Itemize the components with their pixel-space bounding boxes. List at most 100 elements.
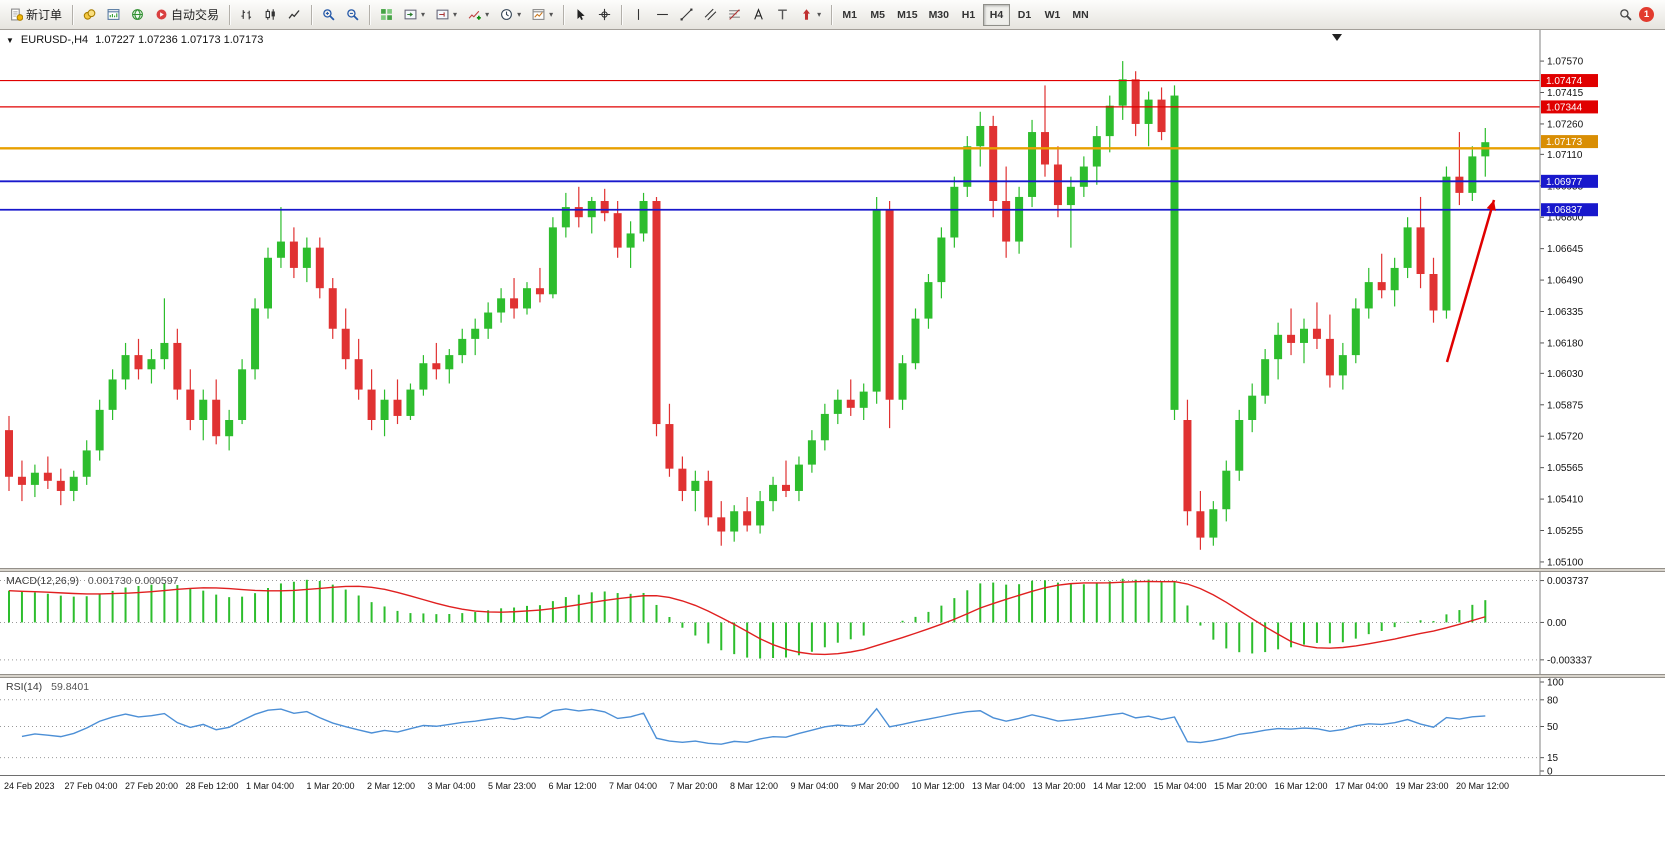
tile-windows-button[interactable]	[375, 3, 398, 27]
timeframe-group: M1 M5 M15 M30 H1 H4 D1 W1 MN	[836, 3, 1094, 26]
search-button[interactable]	[1614, 3, 1637, 27]
periods-button[interactable]: ▾	[495, 3, 526, 27]
trendline-icon	[680, 8, 693, 21]
svg-text:1.06335: 1.06335	[1547, 307, 1584, 318]
timeframe-m30-button[interactable]: M30	[924, 4, 954, 26]
svg-text:1.07173: 1.07173	[1546, 137, 1583, 148]
chart-ohlc-values: 1.07227 1.07236 1.07173 1.07173	[95, 34, 264, 46]
search-icon	[1619, 8, 1632, 21]
timeframe-d1-button[interactable]: D1	[1011, 4, 1038, 26]
globe-icon	[131, 8, 144, 21]
time-label: 5 Mar 23:00	[488, 781, 537, 791]
text-button[interactable]	[747, 3, 770, 27]
svg-text:1.05100: 1.05100	[1547, 557, 1584, 568]
svg-text:1.05255: 1.05255	[1547, 526, 1584, 537]
indicators-button[interactable]: ▾	[463, 3, 494, 27]
dropdown-caret-icon[interactable]: ▾	[517, 10, 522, 19]
rsi-panel[interactable]: 100 80 50 15 0 RSI(14) 59.8401	[0, 678, 1665, 775]
panel-divider[interactable]	[0, 674, 1665, 678]
candles-icon	[264, 8, 277, 21]
panel-divider[interactable]	[0, 568, 1665, 572]
macd-panel[interactable]: 0.003737 0.00 -0.003337 MACD(12,26,9) 0.00…	[0, 572, 1665, 674]
svg-text:1.06030: 1.06030	[1547, 369, 1584, 380]
dropdown-caret-icon[interactable]: ▾	[485, 10, 490, 19]
dropdown-caret-icon[interactable]: ▾	[421, 10, 426, 19]
notification-badge[interactable]: 1	[1639, 7, 1654, 22]
toolbar-separator	[229, 4, 231, 25]
svg-text:1.06490: 1.06490	[1547, 276, 1584, 287]
equidistant-channel-button[interactable]	[699, 3, 722, 27]
timeframe-h4-button[interactable]: H4	[983, 3, 1010, 26]
chart-window-icon	[107, 8, 120, 21]
arrows-button[interactable]: ▾	[795, 3, 826, 27]
svg-text:1.05875: 1.05875	[1547, 400, 1584, 411]
candlestick-chart[interactable]: 1.075701.074151.072601.071101.069551.068…	[0, 30, 1665, 568]
channel-icon	[704, 8, 717, 21]
svg-text:1.06800: 1.06800	[1547, 213, 1584, 224]
svg-text:0.003737: 0.003737	[1547, 576, 1589, 587]
trendline-button[interactable]	[675, 3, 698, 27]
time-label: 14 Mar 12:00	[1093, 781, 1147, 791]
time-label: 6 Mar 12:00	[548, 781, 597, 791]
macd-indicator-chart[interactable]: 0.003737 0.00 -0.003337	[0, 572, 1665, 674]
toolbar-separator	[621, 4, 623, 25]
time-label: 3 Mar 04:00	[427, 781, 476, 791]
auto-scroll-button[interactable]: ▾	[399, 3, 430, 27]
indicator-add-icon	[468, 8, 481, 21]
mql-community-button[interactable]	[126, 3, 149, 27]
dropdown-caret-icon[interactable]: ▾	[549, 10, 554, 19]
main-chart-panel[interactable]: 1.075701.074151.072601.071101.069551.068…	[0, 30, 1665, 568]
chart-line-button[interactable]	[283, 3, 306, 27]
market-watch-button[interactable]	[102, 3, 125, 27]
symbols-button[interactable]	[78, 3, 101, 27]
vline-icon	[632, 8, 645, 21]
svg-text:1.07110: 1.07110	[1547, 150, 1583, 161]
autoscroll-icon	[404, 8, 417, 21]
autotrading-button[interactable]: 自动交易	[150, 3, 224, 27]
rsi-label: RSI(14) 59.8401	[6, 681, 89, 693]
fibonacci-retracement-button[interactable]	[723, 3, 746, 27]
new-order-icon	[10, 8, 23, 21]
rsi-indicator-chart[interactable]: 100 80 50 15 0	[0, 678, 1665, 775]
time-label: 2 Mar 12:00	[367, 781, 416, 791]
dropdown-caret-icon[interactable]: ▾	[453, 10, 458, 19]
crosshair-button[interactable]	[593, 3, 616, 27]
templates-button[interactable]: ▾	[527, 3, 558, 27]
zoom-out-icon	[346, 8, 359, 21]
chart-shift-button[interactable]: ▾	[431, 3, 462, 27]
time-axis[interactable]: 24 Feb 2023 27 Feb 04:00 27 Feb 20:00 28 Fe…	[0, 775, 1665, 797]
cursor-button[interactable]	[569, 3, 592, 27]
vertical-line-button[interactable]	[627, 3, 650, 27]
zoom-out-button[interactable]	[341, 3, 364, 27]
time-label: 9 Mar 20:00	[851, 781, 900, 791]
svg-text:0.00: 0.00	[1547, 618, 1567, 629]
time-label: 13 Mar 04:00	[972, 781, 1026, 791]
time-label: 7 Mar 20:00	[669, 781, 718, 791]
svg-text:1.07415: 1.07415	[1547, 88, 1584, 99]
macd-name: MACD(12,26,9)	[6, 575, 79, 587]
chart-symbol-period: EURUSD-,H4	[20, 34, 89, 46]
toolbar-separator	[72, 4, 74, 25]
timeframe-h1-button[interactable]: H1	[955, 4, 982, 26]
timeframe-m15-button[interactable]: M15	[892, 4, 922, 26]
zoom-in-button[interactable]	[317, 3, 340, 27]
time-label: 10 Mar 12:00	[911, 781, 965, 791]
rsi-name: RSI(14)	[6, 681, 43, 693]
time-label: 19 Mar 23:00	[1395, 781, 1449, 791]
one-click-trading-toggle[interactable]: ▼	[6, 35, 14, 45]
text-label-button[interactable]	[771, 3, 794, 27]
chart-bars-button[interactable]	[235, 3, 258, 27]
time-label: 9 Mar 04:00	[790, 781, 839, 791]
timeframe-m5-button[interactable]: M5	[864, 4, 891, 26]
timeframe-w1-button[interactable]: W1	[1039, 4, 1066, 26]
timeframe-mn-button[interactable]: MN	[1067, 4, 1094, 26]
hline-icon	[656, 8, 669, 21]
new-order-button[interactable]: 新订单	[5, 3, 67, 27]
cursor-icon	[574, 8, 587, 21]
dropdown-caret-icon[interactable]: ▾	[817, 10, 822, 19]
horizontal-line-button[interactable]	[651, 3, 674, 27]
rsi-value: 59.8401	[51, 681, 90, 693]
timeframe-m1-button[interactable]: M1	[836, 4, 863, 26]
chart-candles-button[interactable]	[259, 3, 282, 27]
